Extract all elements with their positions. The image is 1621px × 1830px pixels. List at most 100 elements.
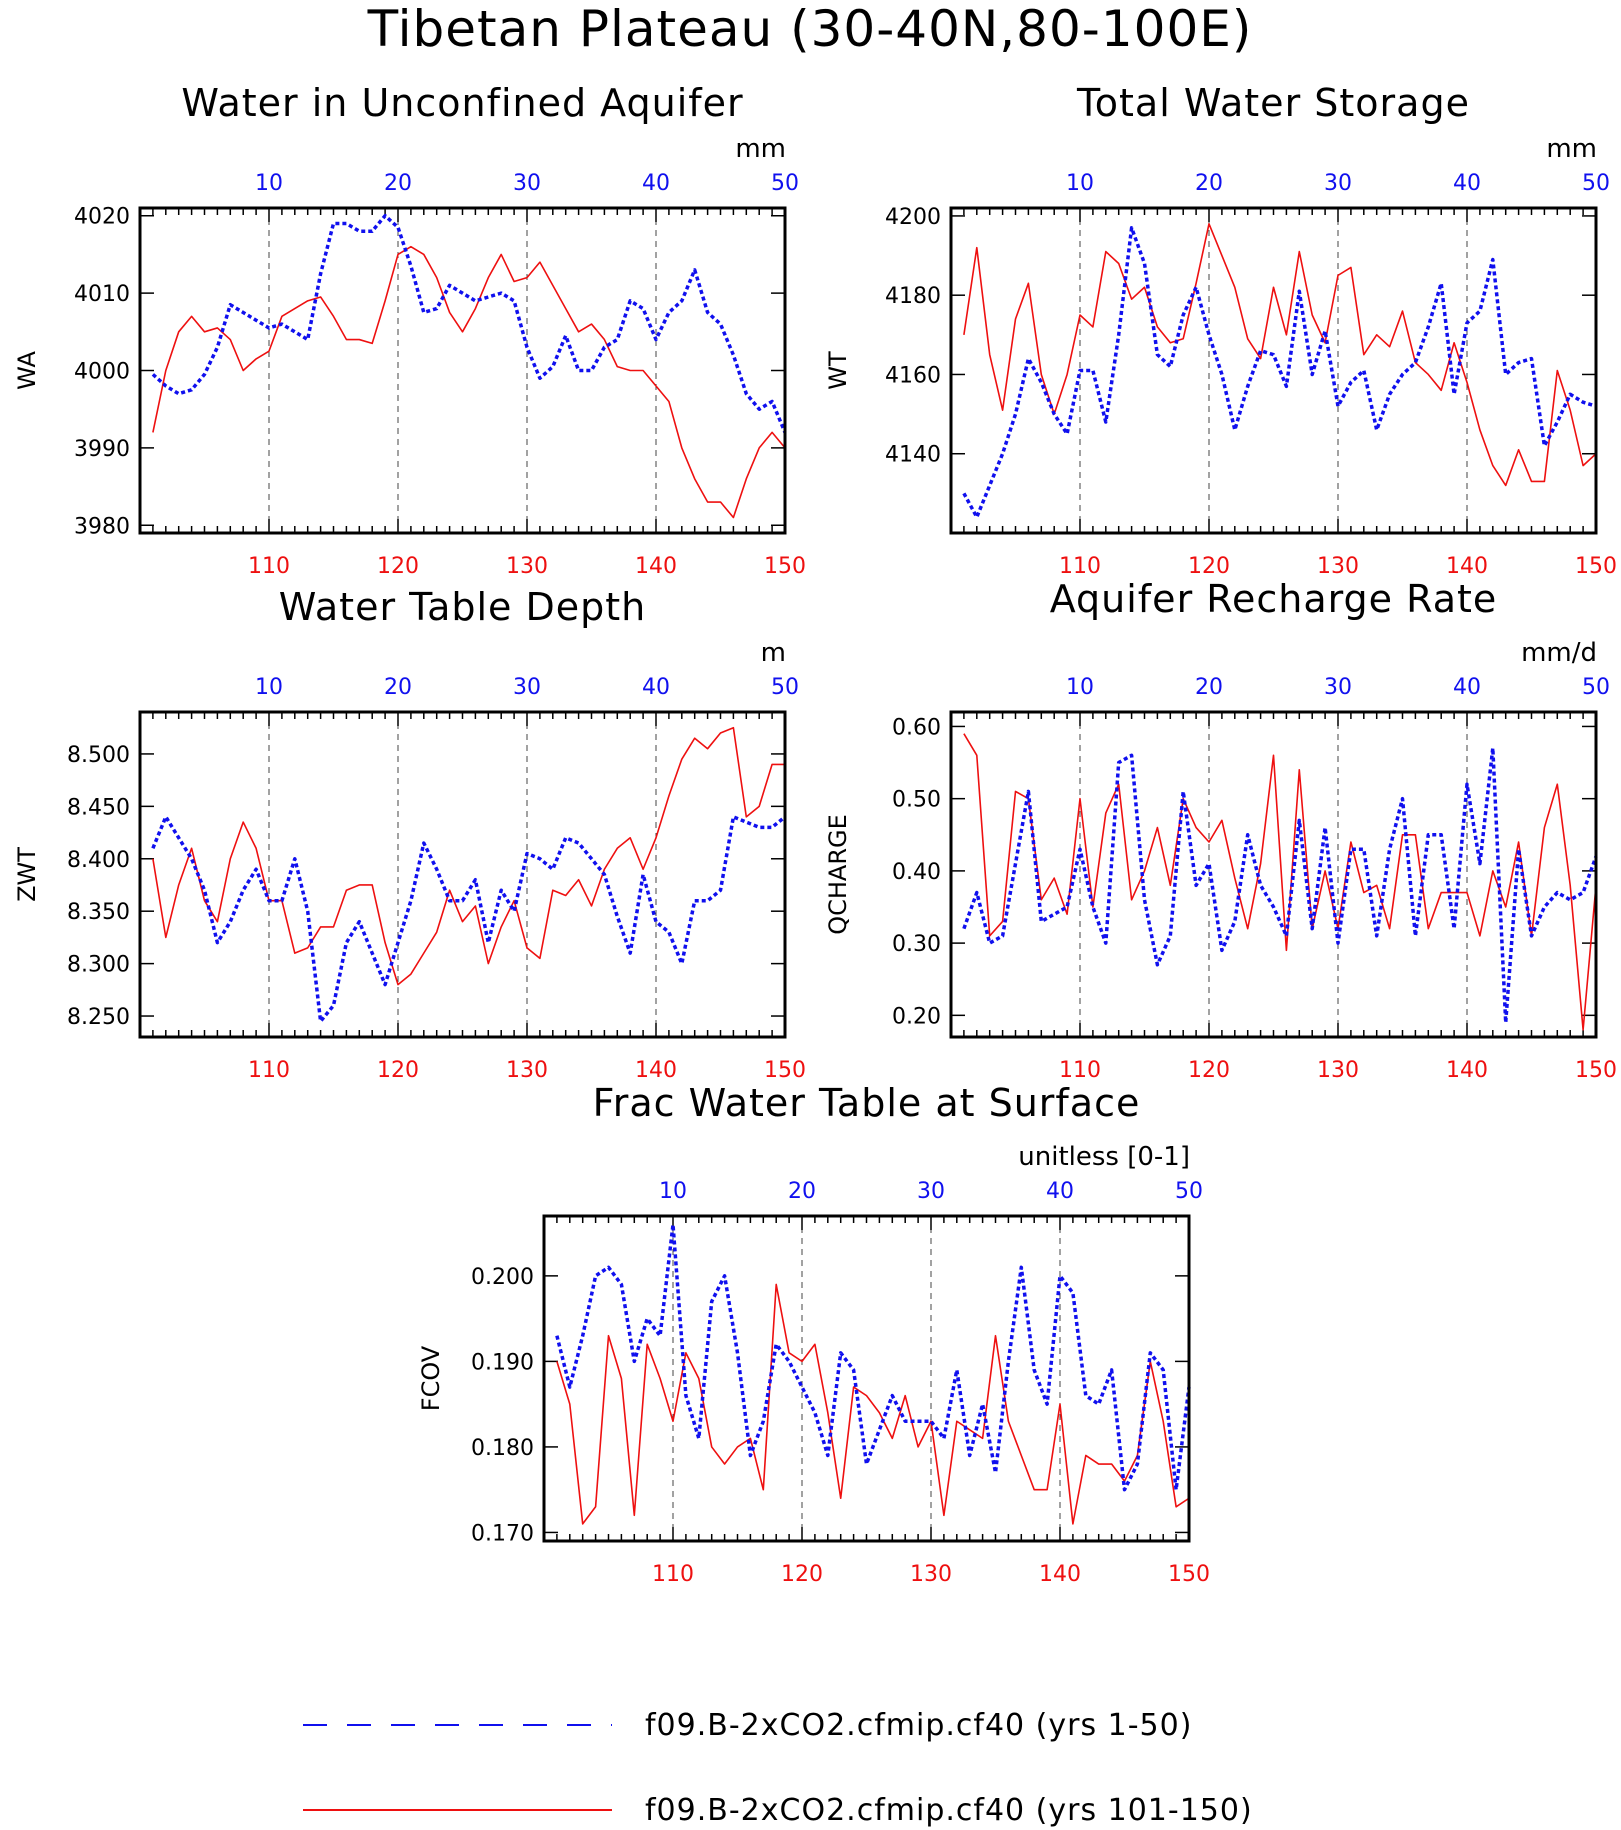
panel-title: Frac Water Table at Surface (593, 1081, 1141, 1125)
x-bottom-tick-label: 110 (248, 1058, 290, 1083)
x-bottom-tick-label: 130 (1317, 554, 1359, 579)
y-tick-label: 8.400 (67, 848, 130, 873)
x-top-tick-label: 40 (1453, 171, 1481, 196)
x-bottom-tick-label: 150 (764, 554, 806, 579)
x-bottom-tick-label: 120 (781, 1562, 823, 1587)
y-tick-label: 4200 (885, 205, 941, 230)
plot-frame (138, 710, 787, 1039)
chart-panel-1: Water in Unconfined Aquifer mm WA 3980 3990 4… (13, 81, 806, 579)
legend: f09.B-2xCO2.cfmip.cf40 (yrs 1-50) f09.B-… (303, 1708, 1253, 1828)
x-top-tick-label: 30 (513, 171, 541, 196)
y-tick-label: 8.250 (67, 1005, 130, 1030)
y-tick-label: 4160 (885, 363, 941, 388)
x-bottom-tick-label: 150 (1575, 554, 1617, 579)
y-axis-label: WA (13, 351, 41, 390)
x-top-tick-label: 50 (771, 171, 799, 196)
x-top-tick-label: 50 (1582, 675, 1610, 700)
series-line-yrs-101-150 (556, 1283, 1190, 1525)
units-label: m (761, 638, 786, 668)
y-axis-label: QCHARGE (824, 814, 852, 935)
x-bottom-tick-label: 150 (1575, 1058, 1617, 1083)
y-tick-label: 4010 (74, 282, 130, 307)
units-label: mm (735, 134, 786, 164)
series-line-yrs-101-150 (963, 223, 1597, 487)
x-bottom-tick-label: 120 (1188, 554, 1230, 579)
x-top-tick-label: 10 (1066, 675, 1094, 700)
x-top-tick-label: 40 (1453, 675, 1481, 700)
x-bottom-tick-label: 130 (1317, 1058, 1359, 1083)
y-tick-label: 0.180 (471, 1436, 534, 1461)
series-line-yrs-1-50 (555, 1222, 1191, 1492)
units-label: mm (1546, 134, 1597, 164)
y-tick-label: 4000 (74, 360, 130, 385)
chart-panel-3: Water Table Depth m ZWT 8.250 8.300 8.350 8.40… (13, 585, 806, 1083)
chart-panel-5: Frac Water Table at Surface unitless [0-1… (417, 1081, 1210, 1587)
x-top-tick-label: 40 (1046, 1179, 1074, 1204)
y-tick-label: 0.170 (471, 1521, 534, 1546)
plot-frame (949, 206, 1598, 535)
y-tick-label: 3990 (74, 437, 130, 462)
legend-label-yrs-101-150: f09.B-2xCO2.cfmip.cf40 (yrs 101-150) (645, 1793, 1253, 1828)
figure-title: Tibetan Plateau (30-40N,80-100E) (367, 0, 1253, 58)
chart-panel-2: Total Water Storage mm WT 4140 4160 4180 4200 1… (824, 81, 1617, 579)
x-top-tick-label: 10 (255, 675, 283, 700)
y-tick-label: 0.200 (471, 1265, 534, 1290)
panel-title: Water in Unconfined Aquifer (181, 81, 743, 125)
x-top-tick-label: 40 (642, 171, 670, 196)
x-bottom-tick-label: 120 (377, 554, 419, 579)
x-bottom-tick-label: 130 (506, 554, 548, 579)
x-top-tick-label: 50 (1582, 171, 1610, 196)
y-tick-label: 8.350 (67, 900, 130, 925)
y-tick-label: 4140 (885, 443, 941, 468)
x-top-tick-label: 20 (788, 1179, 816, 1204)
series-line-yrs-101-150 (963, 733, 1597, 1031)
y-axis-label: FCOV (417, 1345, 445, 1411)
x-bottom-tick-label: 140 (1039, 1562, 1081, 1587)
x-bottom-tick-label: 140 (1446, 554, 1488, 579)
x-top-tick-label: 10 (659, 1179, 687, 1204)
x-bottom-tick-label: 110 (1059, 1058, 1101, 1083)
y-tick-label: 0.30 (892, 932, 941, 957)
x-top-tick-label: 20 (384, 675, 412, 700)
x-top-tick-label: 40 (642, 675, 670, 700)
x-bottom-tick-label: 110 (248, 554, 290, 579)
y-tick-label: 0.190 (471, 1350, 534, 1375)
series-line-yrs-101-150 (152, 726, 785, 986)
chart-panel-4: Aquifer Recharge Rate mm/d QCHARGE 0.20 0.30… (824, 577, 1617, 1083)
x-bottom-tick-label: 150 (1168, 1562, 1210, 1587)
legend-label-yrs-1-50: f09.B-2xCO2.cfmip.cf40 (yrs 1-50) (645, 1708, 1192, 1743)
x-top-tick-label: 50 (1175, 1179, 1203, 1204)
y-tick-label: 4180 (885, 284, 941, 309)
x-top-tick-label: 10 (1066, 171, 1094, 196)
units-label: mm/d (1521, 638, 1597, 668)
series-line-yrs-1-50 (151, 213, 787, 434)
plot-frame (949, 710, 1598, 1039)
y-tick-label: 3980 (74, 514, 130, 539)
y-tick-label: 0.20 (892, 1004, 941, 1029)
x-bottom-tick-label: 110 (652, 1562, 694, 1587)
x-top-tick-label: 10 (255, 171, 283, 196)
x-bottom-tick-label: 150 (764, 1058, 806, 1083)
y-tick-label: 4020 (74, 205, 130, 230)
x-bottom-tick-label: 120 (1188, 1058, 1230, 1083)
x-top-tick-label: 30 (1324, 675, 1352, 700)
series-line-yrs-1-50 (151, 815, 787, 1024)
x-bottom-tick-label: 130 (506, 1058, 548, 1083)
x-top-tick-label: 20 (1195, 675, 1223, 700)
panel-title: Aquifer Recharge Rate (1050, 577, 1498, 621)
x-top-tick-label: 30 (513, 675, 541, 700)
y-tick-label: 8.450 (67, 795, 130, 820)
y-tick-label: 0.40 (892, 860, 941, 885)
y-tick-label: 8.300 (67, 953, 130, 978)
y-tick-label: 0.50 (892, 788, 941, 813)
y-tick-label: 0.60 (892, 715, 941, 740)
series-line-yrs-101-150 (152, 245, 786, 519)
x-top-tick-label: 20 (384, 171, 412, 196)
plot-frame (542, 1214, 1191, 1543)
x-bottom-tick-label: 110 (1059, 554, 1101, 579)
y-tick-label: 8.500 (67, 743, 130, 768)
y-axis-label: ZWT (13, 847, 41, 902)
x-bottom-tick-label: 140 (1446, 1058, 1488, 1083)
x-bottom-tick-label: 140 (635, 1058, 677, 1083)
